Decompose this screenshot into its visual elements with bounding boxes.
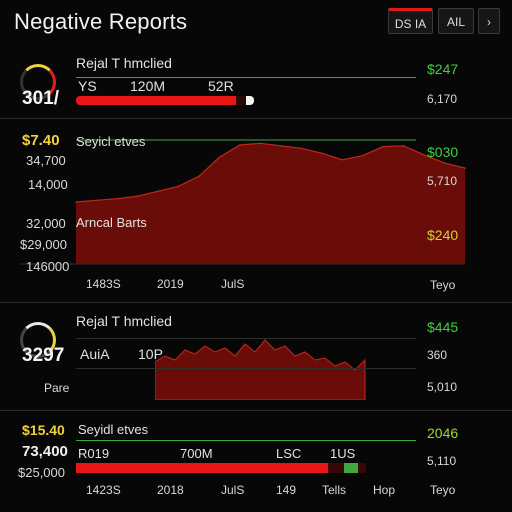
series1-r2: 5,710 <box>427 174 458 188</box>
row3-top-line <box>76 440 416 441</box>
mini-area-chart <box>155 339 366 400</box>
data-point <box>382 145 384 148</box>
row-col4: 1US <box>330 446 356 461</box>
gauge-icon <box>20 64 56 100</box>
row3-amount: 73,400 <box>22 443 68 460</box>
x-tick: Hop <box>373 483 396 497</box>
series2-r1: $240 <box>427 227 459 243</box>
row3-amount2: $25,000 <box>18 465 65 480</box>
row-col1: AuiA <box>80 346 110 362</box>
row1-value: $247 <box>427 61 459 77</box>
next-button[interactable]: › <box>478 8 500 34</box>
series1-value: $7.40 <box>22 132 60 149</box>
row3-progress-marker <box>344 463 358 473</box>
row2-divider <box>76 338 416 339</box>
row1-sub: 6,170 <box>427 92 458 106</box>
series2-label: Arncal Barts <box>76 215 147 230</box>
series-line <box>75 142 466 203</box>
gauge-icon <box>20 322 56 358</box>
data-point <box>75 201 77 203</box>
divider <box>0 118 512 119</box>
row3-progress-track <box>76 463 366 473</box>
divider <box>0 410 512 411</box>
data-point <box>218 156 221 159</box>
row3-right: 2046 <box>427 425 459 441</box>
row1-progress-fill <box>76 96 237 105</box>
ail-button[interactable]: AIL <box>438 8 474 34</box>
row-col2: 120M <box>130 78 166 94</box>
data-point <box>157 190 159 193</box>
row3-value: $15.40 <box>22 422 65 438</box>
mini-area <box>155 339 366 400</box>
series1-label: Seyicl etves <box>76 134 146 149</box>
data-point <box>361 154 364 157</box>
data-point <box>116 197 118 200</box>
series1-y1: 34,700 <box>26 153 66 168</box>
series2-y2: $29,000 <box>20 237 67 252</box>
data-point <box>198 175 200 178</box>
series-area <box>76 143 465 264</box>
row-col3: LSC <box>276 446 302 461</box>
row2-value: $445 <box>427 319 459 335</box>
data-point <box>341 159 344 161</box>
row2-sub2: 5,010 <box>427 380 458 394</box>
series2-y1: 32,000 <box>26 216 66 231</box>
row-col1: R019 <box>78 446 110 461</box>
row-name: Rejal T hmclied <box>76 55 172 71</box>
data-point <box>259 142 262 145</box>
data-point <box>402 145 405 147</box>
row3-label: Seyidl etves <box>78 422 149 437</box>
ds-ia-button[interactable]: DS IA <box>388 8 433 34</box>
row1-progress-track <box>76 96 254 105</box>
page-title: Negative Reports <box>14 9 188 34</box>
divider <box>0 302 512 303</box>
row3-progress-fill <box>76 463 329 473</box>
data-point <box>136 195 139 197</box>
data-point <box>464 167 466 169</box>
series1-y2: 14,000 <box>28 177 68 192</box>
x-tick: Tells <box>322 483 347 497</box>
row2-bottom: Pare <box>44 381 70 395</box>
data-point <box>279 145 282 147</box>
x-tick: Teyo <box>430 483 456 497</box>
series1-r1: $030 <box>427 144 459 160</box>
x-tick-right: Teyo <box>430 278 456 292</box>
data-point <box>239 144 241 146</box>
x-tick: 149 <box>276 483 297 497</box>
row-col2: 10P <box>138 346 163 362</box>
gauge-value: 3297 <box>22 345 65 366</box>
x-tick: 1483S <box>86 277 121 291</box>
row-col1: YS <box>78 78 97 94</box>
data-point <box>95 199 98 202</box>
x-tick: JulS <box>221 277 245 291</box>
row3-right2: 5,110 <box>427 454 457 468</box>
row-name: Rejal T hmclied <box>76 313 172 329</box>
row1-divider <box>76 77 416 78</box>
data-point <box>300 147 303 150</box>
data-point <box>177 185 180 188</box>
series2-y3: 146000 <box>26 259 70 274</box>
data-point <box>320 152 323 154</box>
data-point <box>423 154 425 156</box>
row2-sub1: 360 <box>427 348 448 362</box>
row-col2: 700M <box>180 446 213 461</box>
x-tick: 2018 <box>157 483 184 497</box>
gauge-value: 301/ <box>22 88 59 109</box>
x-tick: 2019 <box>157 277 184 291</box>
row1-progress-cap <box>246 96 254 105</box>
row2-divider <box>76 368 416 369</box>
row-col3: 52R <box>208 78 234 94</box>
data-point <box>443 162 446 164</box>
area-chart <box>20 139 466 265</box>
x-tick: JulS <box>221 483 245 497</box>
x-tick: 1423S <box>86 483 121 497</box>
